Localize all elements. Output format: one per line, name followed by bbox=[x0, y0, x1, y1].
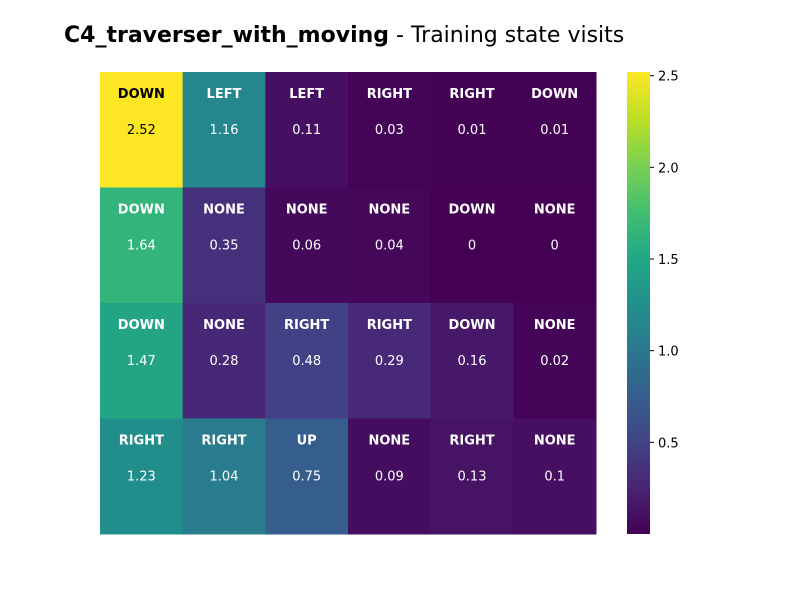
heatmap-cell-r1-c3 bbox=[348, 187, 432, 304]
cell-value-label: 2.52 bbox=[127, 123, 156, 138]
cell-value-label: 0.09 bbox=[375, 470, 404, 485]
heatmap-cell-r0-c0 bbox=[100, 72, 184, 188]
cell-value-label: 0.02 bbox=[540, 354, 569, 369]
heatmap-cell-r2-c0 bbox=[100, 303, 184, 419]
heatmap-cell-r2-c5 bbox=[513, 303, 597, 419]
colorbar-tick-label: 2.0 bbox=[658, 161, 679, 176]
cell-action-label: DOWN bbox=[118, 318, 165, 333]
cell-action-label: DOWN bbox=[118, 203, 165, 218]
heatmap-cell-r0-c5 bbox=[513, 72, 597, 188]
cell-value-label: 0.01 bbox=[540, 123, 569, 138]
cell-value-label: 0.48 bbox=[292, 354, 321, 369]
colorbar-tick-label: 1.5 bbox=[658, 253, 679, 268]
cell-action-label: RIGHT bbox=[367, 87, 412, 102]
cell-action-label: RIGHT bbox=[449, 434, 494, 449]
heatmap-cell-r1-c0 bbox=[100, 187, 184, 304]
chart-title-suffix: - Training state visits bbox=[389, 23, 625, 48]
colorbar-gradient bbox=[627, 72, 650, 534]
heatmap-cell-r2-c1 bbox=[182, 303, 266, 419]
cell-value-label: 1.64 bbox=[127, 239, 156, 254]
heatmap-cell-r3-c3 bbox=[348, 418, 432, 535]
colorbar-tick-label: 0.5 bbox=[658, 436, 679, 451]
cell-action-label: NONE bbox=[203, 318, 245, 333]
heatmap-cell-r2-c2 bbox=[265, 303, 349, 419]
cell-action-label: RIGHT bbox=[119, 434, 164, 449]
cell-action-label: RIGHT bbox=[449, 87, 494, 102]
cell-value-label: 1.47 bbox=[127, 354, 156, 369]
heatmap-cell-r0-c4 bbox=[430, 72, 514, 188]
cell-value-label: 1.16 bbox=[210, 123, 239, 138]
heatmap-cell-r2-c3 bbox=[348, 303, 432, 419]
cell-action-label: DOWN bbox=[448, 203, 495, 218]
cell-action-label: LEFT bbox=[207, 87, 242, 102]
cell-value-label: 0.11 bbox=[292, 123, 321, 138]
cell-action-label: NONE bbox=[368, 203, 410, 218]
colorbar-tick-label: 2.5 bbox=[658, 70, 679, 85]
heatmap-cell-r3-c0 bbox=[100, 418, 184, 535]
cell-value-label: 0.75 bbox=[292, 470, 321, 485]
cell-action-label: NONE bbox=[286, 203, 328, 218]
cell-value-label: 0.06 bbox=[292, 239, 321, 254]
heatmap-cell-r0-c2 bbox=[265, 72, 349, 188]
cell-action-label: RIGHT bbox=[284, 318, 329, 333]
heatmap-cell-r3-c1 bbox=[182, 418, 266, 535]
cell-value-label: 1.04 bbox=[210, 470, 239, 485]
chart-title: C4_traverser_with_moving - Training stat… bbox=[64, 20, 624, 52]
cell-value-label: 0 bbox=[468, 239, 476, 254]
heatmap-cell-r3-c5 bbox=[513, 418, 597, 535]
cell-action-label: NONE bbox=[368, 434, 410, 449]
cell-action-label: DOWN bbox=[448, 318, 495, 333]
chart-title-name: C4_traverser_with_moving bbox=[64, 23, 390, 48]
cell-action-label: RIGHT bbox=[201, 434, 246, 449]
cell-value-label: 0 bbox=[551, 239, 559, 254]
heatmap-cell-r3-c2 bbox=[265, 418, 349, 535]
colorbar-tick-label: 1.0 bbox=[658, 345, 679, 360]
heatmap-cell-r0-c3 bbox=[348, 72, 432, 188]
cell-action-label: LEFT bbox=[289, 87, 324, 102]
cell-action-label: NONE bbox=[534, 434, 576, 449]
cell-value-label: 0.35 bbox=[210, 239, 239, 254]
cell-action-label: NONE bbox=[203, 203, 245, 218]
heatmap-cell-r0-c1 bbox=[182, 72, 266, 188]
heatmap-cell-r1-c1 bbox=[182, 187, 266, 304]
heatmap-cell-r1-c2 bbox=[265, 187, 349, 304]
heatmap-cell-r3-c4 bbox=[430, 418, 514, 535]
cell-action-label: DOWN bbox=[531, 87, 578, 102]
cell-action-label: UP bbox=[297, 434, 317, 449]
cell-action-label: DOWN bbox=[118, 87, 165, 102]
cell-value-label: 0.29 bbox=[375, 354, 404, 369]
cell-value-label: 0.13 bbox=[458, 470, 487, 485]
heatmap-grid: DOWN 2.52 LEFT 1.16 LEFT 0.11 RIGHT 0.03 RIGHT 0.… bbox=[100, 72, 597, 535]
colorbar: 0.5 1.0 1.5 2.0 2.5 bbox=[627, 70, 679, 534]
cell-value-label: 0.1 bbox=[544, 470, 565, 485]
cell-action-label: NONE bbox=[534, 203, 576, 218]
heatmap-cell-r2-c4 bbox=[430, 303, 514, 419]
heatmap-cell-r1-c4 bbox=[430, 187, 514, 304]
cell-value-label: 0.03 bbox=[375, 123, 404, 138]
cell-value-label: 0.01 bbox=[458, 123, 487, 138]
heatmap-cell-r1-c5 bbox=[513, 187, 597, 304]
cell-action-label: RIGHT bbox=[367, 318, 412, 333]
cell-value-label: 0.16 bbox=[458, 354, 487, 369]
cell-value-label: 0.28 bbox=[210, 354, 239, 369]
cell-action-label: NONE bbox=[534, 318, 576, 333]
cell-value-label: 1.23 bbox=[127, 470, 156, 485]
cell-value-label: 0.04 bbox=[375, 239, 404, 254]
